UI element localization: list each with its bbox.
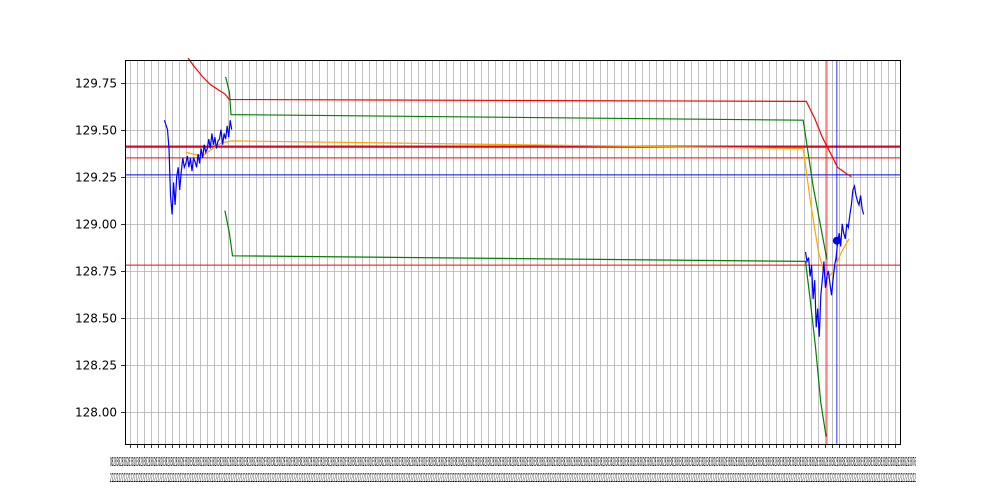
- y-axis: 128.00 128.25 128.50 128.75 129.00 129.25 129.…: [75, 77, 125, 420]
- series-line: [163, 120, 233, 215]
- series-line: [804, 183, 865, 337]
- y-tick-label: 128.75: [75, 265, 117, 279]
- x-tick-labels-row1: 0828382838283828382838283828382838283828…: [110, 455, 916, 469]
- y-tick-label: 129.25: [75, 171, 117, 185]
- y-tick-label: 128.25: [75, 359, 117, 373]
- horizontal-reference-lines: [125, 145, 900, 266]
- markers: [832, 236, 841, 245]
- series-line: [187, 57, 852, 178]
- series-line: [225, 76, 828, 260]
- y-tick-label: 129.50: [75, 124, 117, 138]
- series-lines: [163, 57, 865, 437]
- plot-frame: [125, 60, 901, 445]
- y-tick-label: 128.50: [75, 312, 117, 326]
- y-tick-label: 129.75: [75, 77, 117, 91]
- y-tick-label: 128.00: [75, 406, 117, 420]
- y-tick-label: 129.00: [75, 218, 117, 232]
- data-point-marker: [832, 236, 841, 245]
- x-tick-labels-row2: 2222222222222222222222222222222222222222…: [110, 471, 916, 485]
- x-axis: 0828382838283828382838283828382838283828…: [110, 444, 916, 485]
- series-line: [224, 210, 827, 437]
- grid: [125, 60, 900, 444]
